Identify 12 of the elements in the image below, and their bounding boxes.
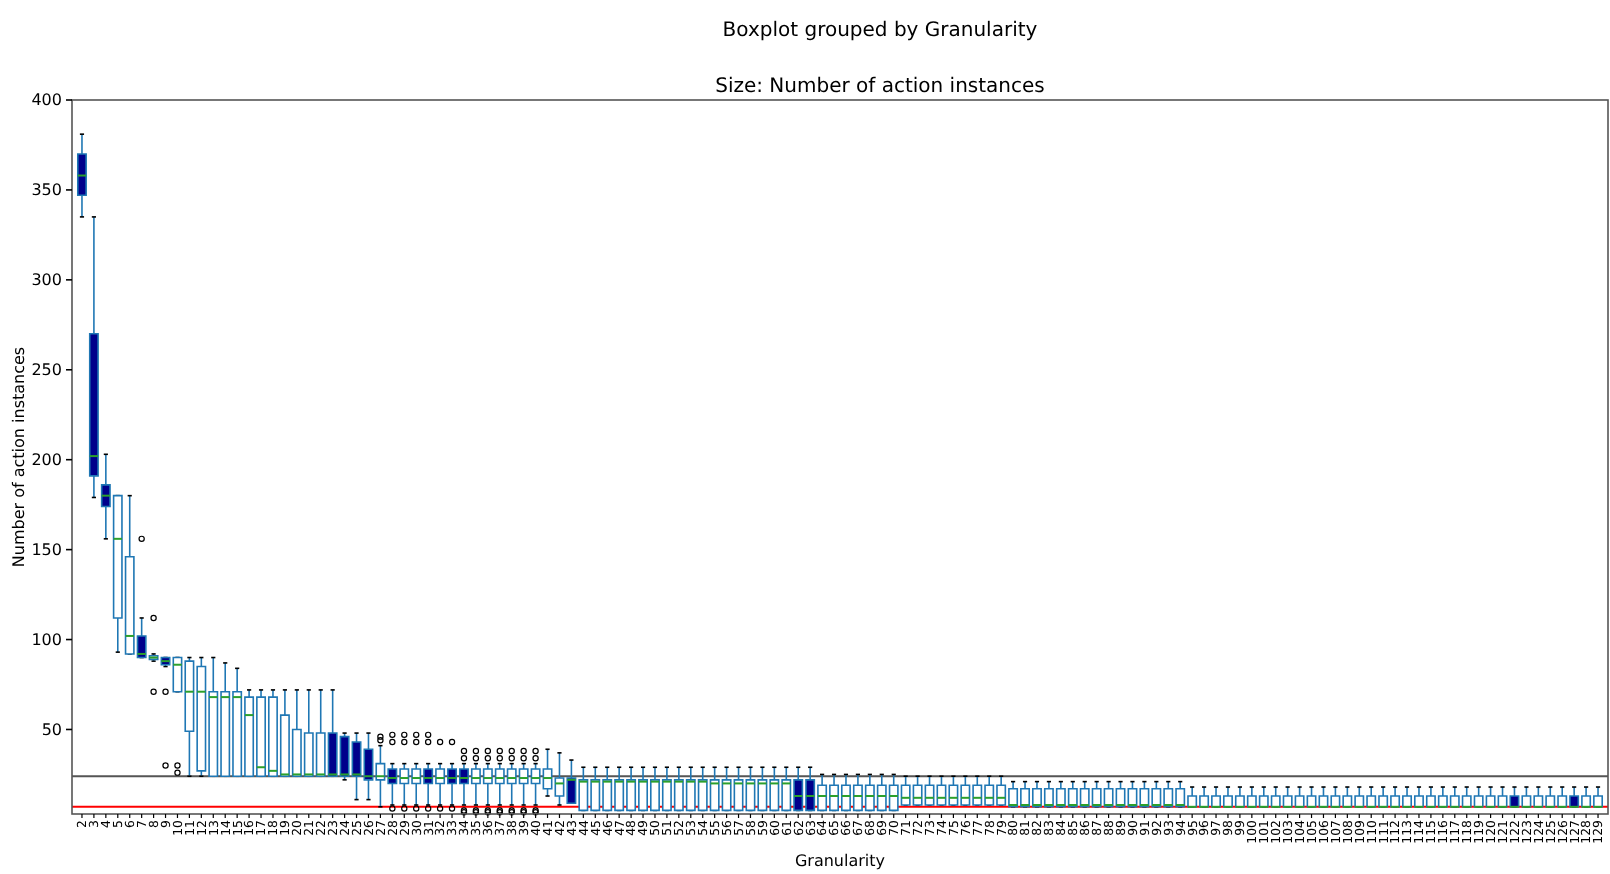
y-tick-label: 100 bbox=[31, 630, 62, 649]
y-tick-label: 200 bbox=[31, 450, 62, 469]
y-tick-label: 250 bbox=[31, 360, 62, 379]
y-tick-label: 150 bbox=[31, 540, 62, 559]
x-axis-title: Granularity bbox=[794, 852, 886, 870]
y-tick-label: 400 bbox=[31, 91, 62, 110]
y-axis-title: Number of action instances bbox=[10, 346, 28, 568]
chart-title: Boxplot grouped by Granularity bbox=[722, 20, 1038, 42]
y-tick-label: 300 bbox=[31, 270, 62, 289]
y-tick-label: 50 bbox=[41, 720, 62, 739]
y-tick-label: 350 bbox=[31, 181, 62, 200]
chart-subtitle: Size: Number of action instances bbox=[715, 76, 1045, 98]
